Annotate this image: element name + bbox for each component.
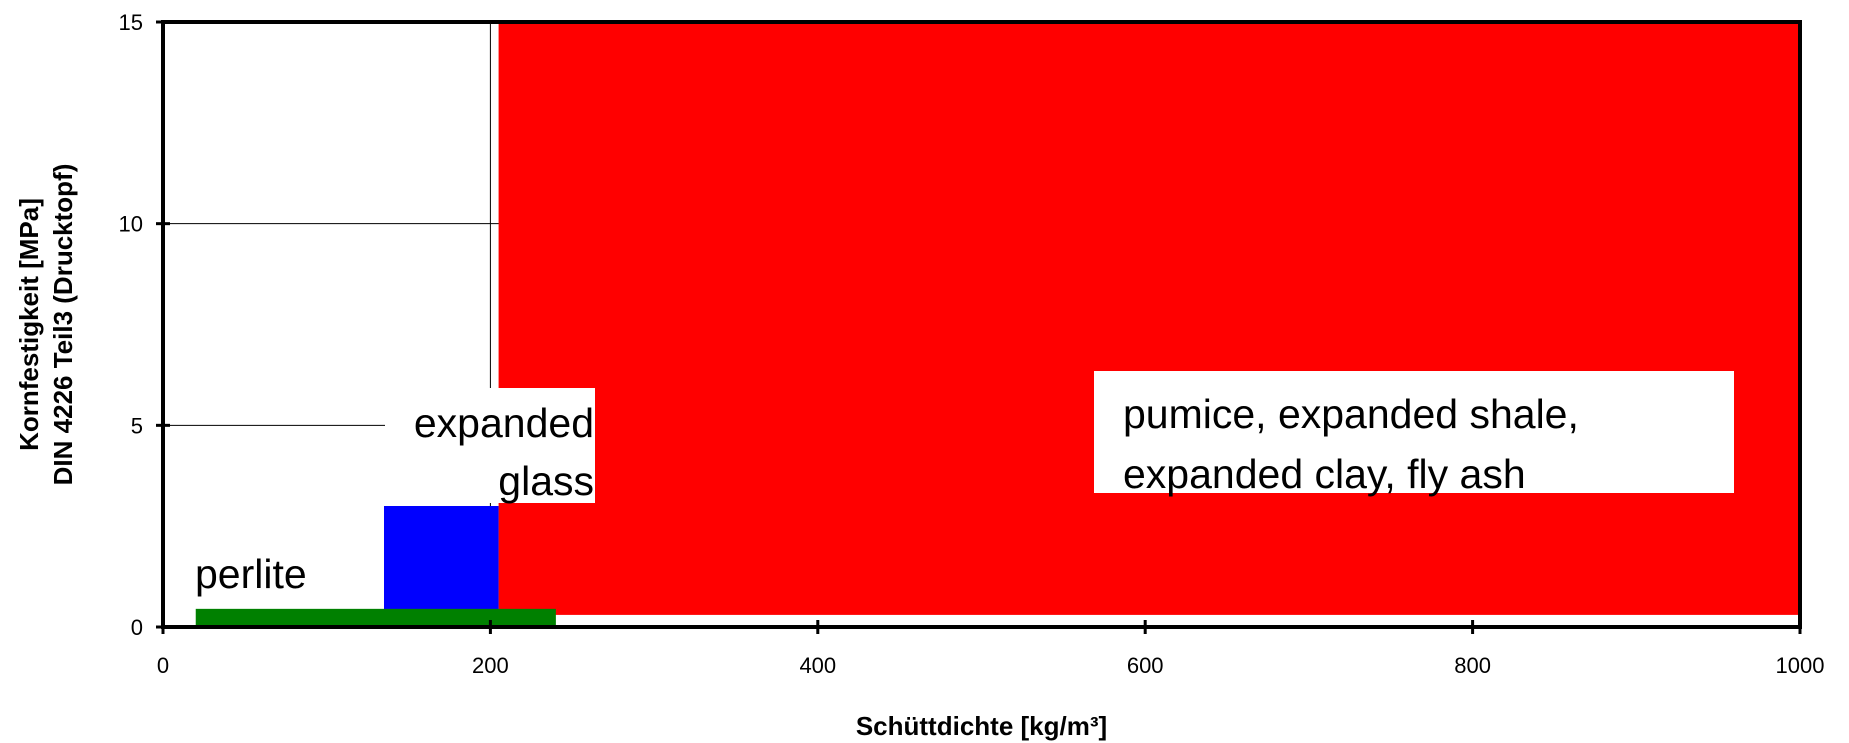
y-axis-title-line-0: Kornfestigkeit [MPa] bbox=[14, 198, 44, 451]
tick-labels: 0 200 400 600 800 1000 0 5 10 15 bbox=[119, 10, 1825, 678]
x-tick-label-0: 0 bbox=[157, 653, 169, 678]
data-regions bbox=[195, 22, 1801, 627]
y-tick-label-15: 15 bbox=[119, 10, 143, 35]
y-tick-label-10: 10 bbox=[119, 212, 143, 237]
y-tick-label-0: 0 bbox=[131, 615, 143, 640]
y-tick-label-5: 5 bbox=[131, 413, 143, 438]
x-tick-label-1000: 1000 bbox=[1776, 653, 1825, 678]
x-axis-title: Schüttdichte [kg/m³] bbox=[856, 711, 1107, 741]
region-labels: pumice, expanded shale, expanded clay, fl… bbox=[195, 371, 1734, 597]
region-label-1-line-1: glass bbox=[498, 458, 594, 504]
x-tick-label-200: 200 bbox=[472, 653, 509, 678]
region-label-box-1 bbox=[385, 388, 595, 503]
axes bbox=[156, 20, 1802, 634]
x-tick-label-800: 800 bbox=[1454, 653, 1491, 678]
x-tick-label-400: 400 bbox=[799, 653, 836, 678]
region-2 bbox=[195, 608, 556, 627]
region-label-2-line-0: perlite bbox=[195, 551, 307, 597]
x-tick-label-600: 600 bbox=[1127, 653, 1164, 678]
region-1 bbox=[383, 506, 499, 615]
y-axis-title-line-1: DIN 4226 Teil3 (Drucktopf) bbox=[48, 164, 78, 486]
region-label-1-line-0: expanded bbox=[414, 400, 594, 446]
region-label-box-0 bbox=[1094, 371, 1734, 493]
plot-frame bbox=[161, 20, 1802, 629]
region-0 bbox=[498, 22, 1801, 615]
region-label-0-line-0: pumice, expanded shale, bbox=[1123, 391, 1579, 437]
axis-titles: Schüttdichte [kg/m³] Kornfestigkeit [MPa]… bbox=[14, 164, 1107, 741]
region-label-0-line-1: expanded clay, fly ash bbox=[1123, 451, 1526, 497]
